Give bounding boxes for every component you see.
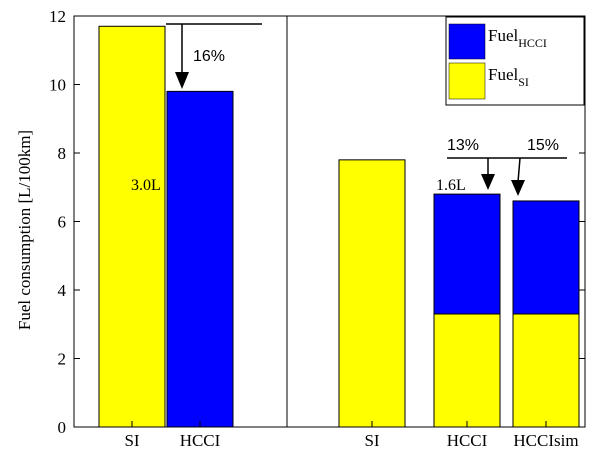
legend-swatch-si: [448, 62, 486, 100]
x-tick-label: HCCIsim: [513, 431, 578, 450]
y-ticks: 0 2 4 6 8 10 12: [49, 7, 585, 437]
x-tick-label: HCCI: [447, 431, 488, 450]
legend-label-si: FuelSI: [488, 65, 529, 89]
x-ticks: SI HCCI SI HCCI HCCIsim: [124, 421, 579, 450]
y-axis-label: Fuel consumption [L/100km]: [15, 130, 34, 330]
y-tick-label: 0: [58, 418, 67, 437]
y-tick-label: 6: [58, 213, 67, 232]
bar-si-3: [338, 159, 406, 428]
y-tick-label: 4: [58, 281, 67, 300]
y-tick-label: 2: [58, 350, 67, 369]
y-tick-label: 12: [49, 7, 66, 26]
bar-si-4: [433, 313, 501, 428]
y-tick-label: 8: [58, 144, 67, 163]
y-tick-label: 10: [49, 76, 66, 95]
pct-label-3: 15%: [527, 137, 559, 154]
bar-hcci-2: [166, 90, 234, 428]
pct-label-1: 16%: [193, 48, 225, 65]
bar-si-5: [512, 313, 580, 428]
legend-swatch-hcci: [448, 23, 486, 60]
pct-label-2: 13%: [447, 137, 479, 154]
x-tick-label: HCCI: [180, 431, 221, 450]
bar-hcci-4: [433, 193, 501, 315]
arrow-2-head: [481, 174, 495, 190]
legend-label-hcci: FuelHCCI: [488, 26, 547, 50]
arrow-1-head: [175, 72, 189, 89]
arrow-3-shaft: [517, 157, 521, 183]
arrow-3-head: [511, 180, 525, 196]
x-tick-label: SI: [124, 431, 139, 450]
value-label-1: 3.0L: [131, 177, 161, 194]
legend: FuelHCCI FuelSI: [445, 16, 585, 106]
value-label-2: 1.6L: [436, 177, 466, 194]
bars-group: [98, 25, 580, 428]
bar-si-1: [98, 25, 166, 428]
x-tick-label: SI: [364, 431, 379, 450]
bar-hcci-5: [512, 200, 580, 315]
